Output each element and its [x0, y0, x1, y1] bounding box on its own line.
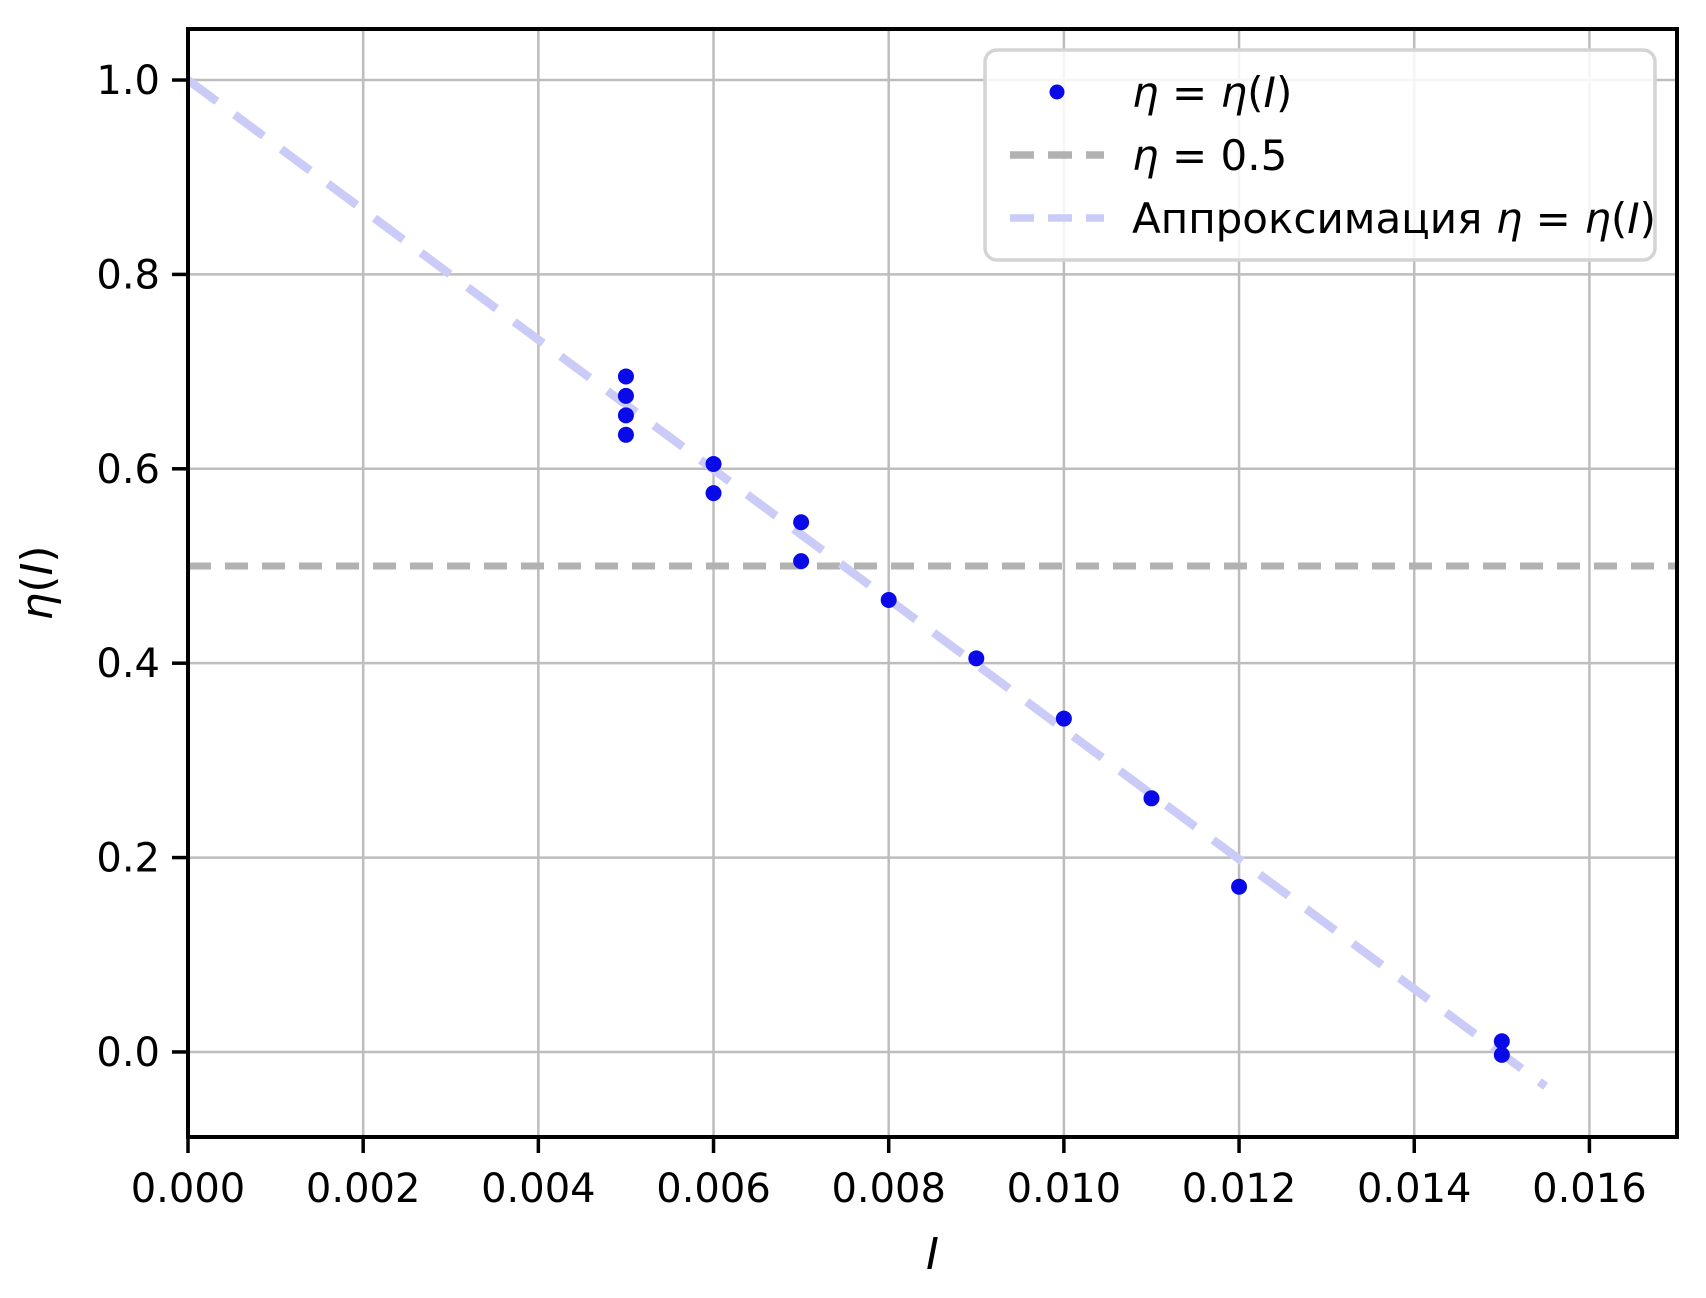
- x-tick-label: 0.014: [1357, 1166, 1472, 1212]
- legend-label: η = η(I): [1132, 68, 1292, 117]
- data-point: [617, 387, 634, 404]
- legend-box: [983, 48, 1657, 262]
- data-point: [705, 455, 722, 472]
- x-tick-label: 0.002: [306, 1166, 421, 1212]
- data-point: [1055, 710, 1072, 727]
- data-point: [1143, 790, 1160, 807]
- y-axis-label: η(I): [12, 545, 63, 620]
- x-tick-label: 0.010: [1007, 1166, 1122, 1212]
- data-point: [617, 426, 634, 443]
- data-point: [880, 592, 897, 609]
- y-tick-label: 0.4: [96, 641, 160, 687]
- x-tick-label: 0.000: [131, 1166, 246, 1212]
- y-tick-label: 0.8: [96, 252, 160, 298]
- data-point: [793, 514, 810, 531]
- data-point: [1493, 1033, 1510, 1050]
- data-point: [793, 553, 810, 570]
- y-tick-label: 0.2: [96, 836, 160, 882]
- data-point: [617, 368, 634, 385]
- data-point: [968, 650, 985, 667]
- plot-border: [186, 27, 1679, 1139]
- y-tick-label: 0.0: [96, 1030, 160, 1076]
- x-tick-label: 0.016: [1532, 1166, 1647, 1212]
- fit-line: [185, 76, 1549, 1090]
- legend-label: Аппроксимация η = η(I): [1132, 194, 1656, 243]
- legend: η = η(I) η = 0.5 Аппроксимация η = η(I): [983, 48, 1657, 262]
- x-axis-label: I: [926, 1229, 939, 1280]
- x-tick-label: 0.004: [481, 1166, 596, 1212]
- data-point: [1231, 878, 1248, 895]
- x-tick-label: 0.012: [1182, 1166, 1297, 1212]
- y-tick-label: 1.0: [96, 58, 160, 104]
- legend-label: η = 0.5: [1132, 131, 1287, 180]
- data-point: [705, 485, 722, 502]
- legend-marker-dot: [1049, 84, 1065, 100]
- data-point: [617, 407, 634, 424]
- y-tick-label: 0.6: [96, 447, 160, 493]
- x-tick-label: 0.008: [831, 1166, 946, 1212]
- data-point: [1493, 1046, 1510, 1063]
- x-tick-label: 0.006: [656, 1166, 771, 1212]
